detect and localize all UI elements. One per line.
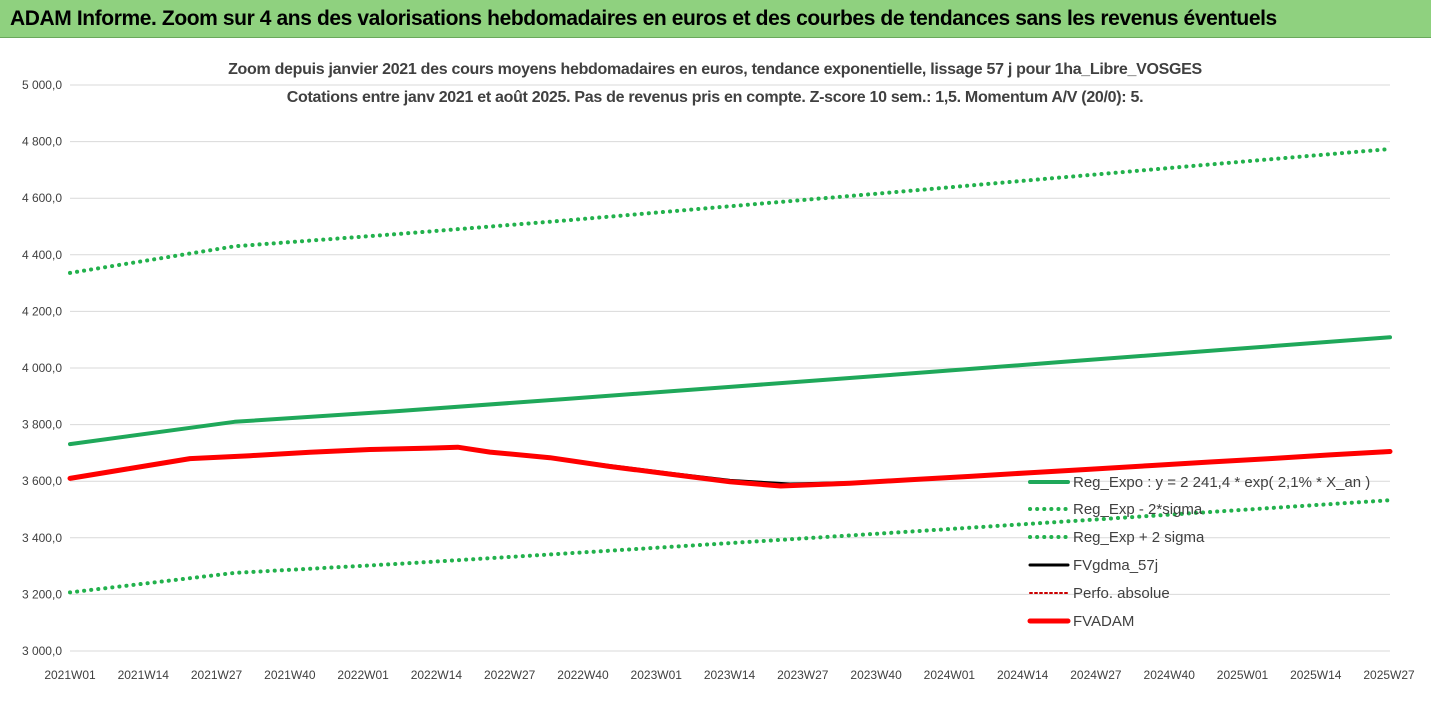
x-tick-label: 2025W14: [1290, 668, 1342, 682]
legend-entry-reg-plus-2sigma-label: Reg_Exp + 2 sigma: [1073, 529, 1205, 546]
x-tick-label: 2022W27: [484, 668, 536, 682]
x-tick-label: 2021W27: [191, 668, 243, 682]
x-tick-label: 2024W40: [1144, 668, 1196, 682]
y-tick-label: 4 000,0: [22, 361, 62, 375]
legend-entry-perfo-absolue-label: Perfo. absolue: [1073, 585, 1170, 602]
x-tick-label: 2024W27: [1070, 668, 1122, 682]
y-tick-label: 3 400,0: [22, 531, 62, 545]
x-tick-label: 2022W01: [337, 668, 389, 682]
x-tick-label: 2023W27: [777, 668, 829, 682]
x-tick-label: 2024W01: [924, 668, 976, 682]
x-tick-label: 2025W27: [1363, 668, 1415, 682]
x-tick-label: 2022W14: [411, 668, 463, 682]
legend-entry-reg-minus-2sigma-label: Reg_Exp - 2*sigma: [1073, 501, 1203, 518]
chart-area: 3 000,0 3 200,0 3 400,0 3 600,0 3 800,0 4 000…: [0, 38, 1431, 720]
x-axis-tick-labels: 2021W01 2021W14 2021W27 2021W40 2022W01 2022W…: [44, 668, 1415, 682]
chart-title: Zoom depuis janvier 2021 des cours moyen…: [228, 61, 1202, 78]
legend-entry-fvgdma-label: FVgdma_57j: [1073, 557, 1158, 574]
x-tick-label: 2021W40: [264, 668, 316, 682]
series-fvadam-line: [67, 444, 1393, 489]
y-axis-tick-labels: 3 000,0 3 200,0 3 400,0 3 600,0 3 800,0 4 000…: [22, 78, 62, 658]
x-tick-label: 2024W14: [997, 668, 1049, 682]
y-tick-label: 3 000,0: [22, 644, 62, 658]
y-tick-label: 3 200,0: [22, 587, 62, 601]
x-tick-label: 2021W14: [118, 668, 170, 682]
y-tick-label: 4 200,0: [22, 304, 62, 318]
report-banner: ADAM Informe. Zoom sur 4 ans des valoris…: [0, 0, 1431, 38]
y-tick-label: 3 600,0: [22, 474, 62, 488]
legend-entry-fvadam-label: FVADAM: [1073, 613, 1134, 630]
trend-chart: 3 000,0 3 200,0 3 400,0 3 600,0 3 800,0 4 000…: [22, 61, 1415, 682]
y-tick-label: 4 800,0: [22, 135, 62, 149]
x-tick-label: 2023W01: [631, 668, 683, 682]
chart-subtitle: Cotations entre janv 2021 et août 2025. …: [287, 89, 1143, 106]
chart-legend: Reg_Expo : y = 2 241,4 * exp( 2,1% * X_a…: [1027, 474, 1370, 630]
y-tick-label: 4 400,0: [22, 248, 62, 262]
y-tick-label: 5 000,0: [22, 78, 62, 92]
report-title: ADAM Informe. Zoom sur 4 ans des valoris…: [10, 6, 1277, 30]
series-reg-plus-2sigma-line: [68, 147, 1392, 275]
grid-lines: [70, 84, 1390, 652]
x-tick-label: 2023W40: [850, 668, 902, 682]
x-tick-label: 2023W14: [704, 668, 756, 682]
legend-entry-reg-expo-label: Reg_Expo : y = 2 241,4 * exp( 2,1% * X_a…: [1073, 474, 1370, 491]
series-reg-minus-2sigma-line: [68, 498, 1392, 595]
y-tick-label: 3 800,0: [22, 418, 62, 432]
series-reg-expo-line: [68, 335, 1392, 447]
x-tick-label: 2021W01: [44, 668, 96, 682]
x-tick-label: 2025W01: [1217, 668, 1269, 682]
series-layer: [67, 147, 1393, 595]
y-tick-label: 4 600,0: [22, 191, 62, 205]
x-tick-label: 2022W40: [557, 668, 609, 682]
